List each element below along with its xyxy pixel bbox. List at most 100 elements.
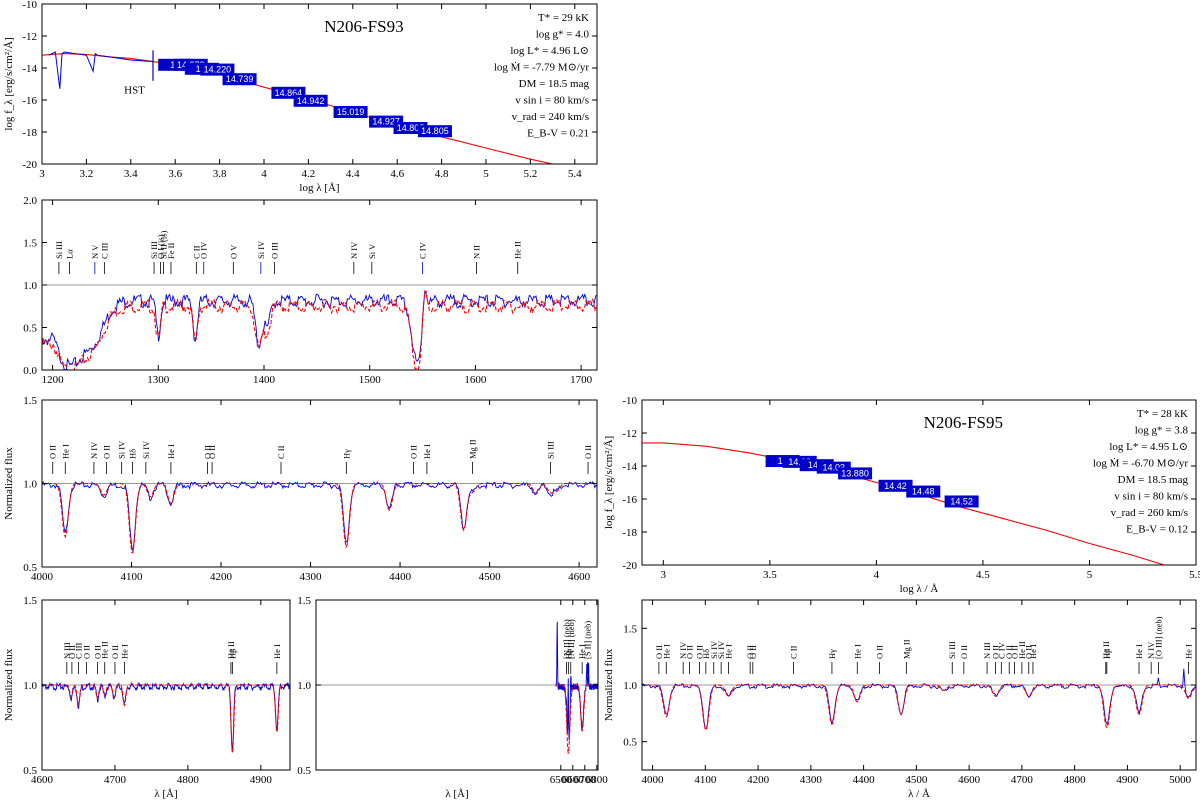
- photometry-box: [200, 63, 235, 76]
- x-tick-label: 6800: [586, 774, 609, 786]
- axes-frame: [41, 199, 598, 371]
- line-id-label: Hγ: [341, 449, 351, 459]
- y-tick-label: 0.5: [297, 765, 311, 777]
- x-tick-label: 4.5: [976, 569, 990, 581]
- line-id-label: Mg II: [901, 639, 911, 659]
- x-tick-label: 4.2: [302, 168, 316, 180]
- photometry-mag-label: 13: [778, 456, 788, 466]
- y-tick-label: 0.5: [23, 562, 37, 574]
- line-id-label: He I: [60, 444, 70, 459]
- y-tick-label: -12: [622, 428, 637, 440]
- observed-spectrum-line: [42, 480, 597, 552]
- y-tick-label: 0.5: [23, 765, 37, 777]
- x-tick-label: 4100: [121, 571, 144, 583]
- x-tick-label: 4000: [642, 774, 665, 786]
- y-tick-label: 1.0: [23, 680, 37, 692]
- y-tick-label: -10: [22, 0, 37, 11]
- y-tick-label: 1.5: [23, 238, 37, 250]
- line-id-label: Si III: [149, 241, 159, 259]
- plot-area: 1314.27314.14.22014.73914.86414.94215.01…: [42, 50, 553, 164]
- x-axis-label: λ [Å]: [445, 788, 468, 800]
- y-tick-label: -18: [22, 127, 37, 139]
- axes-frame: [641, 599, 1197, 771]
- line-id-label: C IV: [418, 241, 428, 259]
- line-id-label: Hδ: [127, 449, 137, 459]
- line-id-label: O II: [207, 445, 217, 459]
- y-tick-label: -18: [622, 527, 637, 539]
- x-tick-label: 4.6: [390, 168, 404, 180]
- stellar-parameter: log g* = 4.0: [536, 29, 590, 41]
- line-id-label: He I: [166, 444, 176, 459]
- line-id-label: C II: [191, 245, 201, 259]
- model-spectrum-line: [42, 482, 597, 554]
- plot-area: [42, 681, 290, 753]
- stellar-parameter: E_B-V = 0.21: [527, 128, 589, 140]
- line-id-label: He I: [1028, 644, 1038, 659]
- observed-spectrum-line: [42, 681, 290, 753]
- photometry-mag-label: 14.42: [884, 481, 907, 491]
- x-tick-label: 4800: [1064, 774, 1087, 786]
- x-tick-label: 4800: [177, 774, 200, 786]
- y-tick-label: -12: [22, 31, 37, 43]
- x-tick-label: 5.2: [524, 168, 538, 180]
- line-id-label: Lα: [64, 249, 74, 259]
- plot-area: [316, 621, 598, 755]
- line-id-label: He II: [226, 641, 236, 659]
- x-axis-label: λ [Å]: [154, 788, 177, 800]
- x-axis-label: λ / Å: [908, 788, 930, 800]
- x-tick-label: 4500: [905, 774, 928, 786]
- line-id-label: Si IV: [709, 640, 719, 659]
- line-id-label: He II: [513, 241, 523, 259]
- x-tick-label: 4300: [300, 571, 323, 583]
- x-axis-label: log λ / Å: [900, 583, 939, 595]
- y-tick-label: 2.0: [23, 195, 37, 207]
- line-id-label: He II: [1017, 641, 1027, 659]
- stellar-parameter: DM = 18.5 mag: [519, 78, 590, 90]
- photometry-mag-label: 14.805: [397, 123, 425, 133]
- line-id-label: N III: [62, 642, 72, 659]
- line-id-label: Hα: [563, 648, 573, 659]
- line-id-label: O II: [92, 645, 102, 659]
- line-id-label: O II: [203, 445, 213, 459]
- observed-spectrum-line: [555, 621, 598, 741]
- panel-sed2: 13 14.0314.014.0313.88014.4214.4814.52N20…: [603, 395, 1200, 595]
- model-spectrum-line: [642, 684, 1196, 731]
- line-id-label: He I: [661, 644, 671, 659]
- line-id-label: O II: [748, 645, 758, 659]
- x-tick-label: 4200: [210, 571, 233, 583]
- line-id-label: Si III: [947, 641, 957, 659]
- x-tick-label: 6600: [562, 774, 585, 786]
- line-id-label: Hβ: [1102, 649, 1112, 659]
- model-sed-line: [642, 442, 1165, 565]
- observed-hst-spectrum: [48, 51, 154, 89]
- x-tick-label: 4: [261, 168, 267, 180]
- axes-frame: [641, 399, 1197, 566]
- line-id-label: O II: [874, 645, 884, 659]
- y-tick-label: 1.0: [23, 479, 37, 491]
- x-tick-label: 5.5: [1189, 569, 1200, 581]
- line-id-label: C IV: [996, 641, 1006, 659]
- line-id-label: He I: [852, 644, 862, 659]
- y-tick-label: 1.5: [297, 595, 311, 607]
- photometry-mag-label: 15.019: [337, 107, 365, 117]
- y-tick-label: -20: [22, 159, 37, 171]
- photometry-box: [293, 94, 328, 107]
- stellar-parameter: T* = 29 kK: [538, 12, 589, 24]
- y-tick-label: -16: [622, 494, 637, 506]
- line-id-label: C II: [276, 445, 286, 459]
- line-id-label: O II: [1004, 645, 1014, 659]
- y-axis-label: Normalized flux: [603, 648, 615, 721]
- observed-spectrum-line: [42, 289, 597, 370]
- line-id-label: Si IV: [256, 240, 266, 259]
- line-id-label: O II: [991, 645, 1001, 659]
- photometry-mag-label: 14.739: [226, 74, 254, 84]
- line-id-label: N IV: [1146, 641, 1156, 659]
- photometry-box: [222, 73, 257, 86]
- model-spectrum-line: [42, 290, 597, 370]
- stellar-parameter: log L* = 4.95 L⊙: [1109, 441, 1188, 453]
- photometry-mag-label: 14.220: [204, 65, 232, 75]
- stellar-parameter: v_rad = 240 km/s: [512, 111, 589, 123]
